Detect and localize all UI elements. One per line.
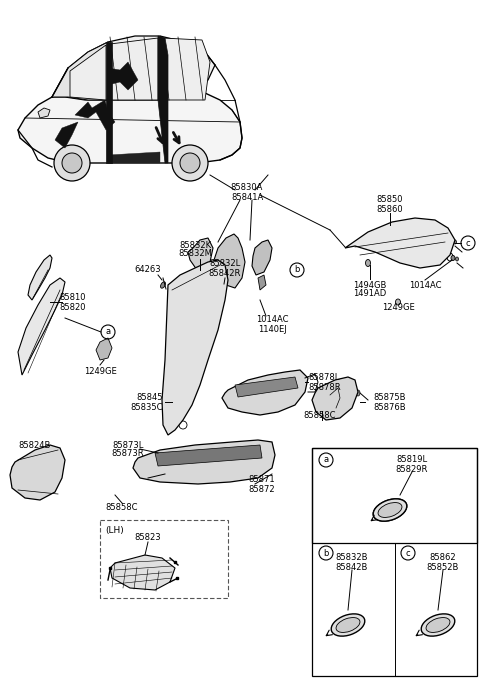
Ellipse shape (421, 614, 455, 636)
Ellipse shape (160, 282, 166, 288)
Polygon shape (110, 38, 158, 100)
Polygon shape (52, 36, 215, 100)
Text: 85842R: 85842R (209, 269, 241, 278)
Polygon shape (110, 555, 175, 590)
Text: a: a (106, 327, 110, 336)
Text: 85860: 85860 (377, 205, 403, 213)
Polygon shape (155, 445, 262, 466)
Ellipse shape (373, 499, 407, 521)
Text: 85832L: 85832L (209, 259, 240, 269)
Polygon shape (108, 152, 160, 163)
Circle shape (180, 153, 200, 173)
Text: 64263: 64263 (135, 265, 161, 274)
Text: 85878R: 85878R (308, 383, 341, 391)
Text: 85842B: 85842B (336, 563, 368, 572)
Text: 85835C: 85835C (131, 402, 163, 411)
Text: 85841A: 85841A (231, 192, 263, 201)
Text: 85858C: 85858C (304, 411, 336, 419)
Polygon shape (258, 275, 266, 290)
Polygon shape (162, 38, 210, 100)
Text: 85850: 85850 (377, 196, 403, 205)
Text: 1140EJ: 1140EJ (258, 325, 287, 333)
Polygon shape (52, 42, 108, 100)
Text: 1014AC: 1014AC (409, 280, 441, 289)
Ellipse shape (454, 240, 456, 244)
Text: 85862: 85862 (430, 554, 456, 563)
Ellipse shape (456, 257, 458, 261)
Ellipse shape (365, 259, 371, 267)
Circle shape (54, 145, 90, 181)
Polygon shape (75, 100, 115, 130)
Polygon shape (312, 377, 358, 420)
Polygon shape (70, 45, 106, 100)
Ellipse shape (378, 503, 402, 518)
Bar (312, 448, 477, 543)
Polygon shape (96, 338, 112, 360)
Circle shape (62, 153, 82, 173)
Text: 85873R: 85873R (112, 449, 144, 458)
Polygon shape (18, 278, 65, 375)
Polygon shape (28, 255, 52, 300)
Text: 85872: 85872 (249, 484, 276, 494)
Text: c: c (466, 239, 470, 248)
Polygon shape (235, 377, 298, 397)
Text: 85852B: 85852B (427, 563, 459, 572)
Text: 85878L: 85878L (308, 374, 339, 383)
Polygon shape (10, 445, 65, 500)
Polygon shape (106, 42, 112, 163)
Ellipse shape (447, 253, 453, 261)
Text: 1249GE: 1249GE (84, 368, 116, 376)
Text: 85845: 85845 (136, 394, 163, 402)
Text: b: b (294, 265, 300, 274)
Text: 85832K: 85832K (179, 241, 211, 250)
Polygon shape (168, 287, 177, 302)
Text: 1494GB: 1494GB (353, 280, 387, 289)
Ellipse shape (447, 236, 453, 244)
Text: 85873L: 85873L (112, 441, 144, 449)
Polygon shape (162, 260, 228, 435)
Polygon shape (55, 122, 78, 148)
Polygon shape (214, 234, 245, 288)
Text: a: a (324, 456, 329, 464)
Text: 85832B: 85832B (336, 554, 368, 563)
Polygon shape (158, 36, 168, 163)
Polygon shape (38, 108, 50, 118)
Text: 85823: 85823 (135, 533, 161, 542)
Ellipse shape (331, 614, 365, 636)
Ellipse shape (336, 617, 360, 632)
Ellipse shape (166, 471, 170, 477)
Text: 85810: 85810 (60, 293, 86, 303)
Text: 1014AC: 1014AC (256, 316, 288, 325)
Text: 85819L: 85819L (396, 456, 428, 464)
Text: 85871: 85871 (249, 475, 276, 484)
Polygon shape (18, 85, 242, 163)
Polygon shape (345, 218, 455, 268)
Text: 85832M: 85832M (178, 250, 212, 258)
Text: c: c (406, 548, 410, 557)
Ellipse shape (451, 256, 455, 261)
Text: 85830A: 85830A (231, 183, 263, 192)
Polygon shape (252, 240, 272, 275)
Text: (LH): (LH) (106, 526, 124, 535)
Polygon shape (133, 440, 275, 484)
Text: 85824B: 85824B (19, 441, 51, 449)
Bar (312, 448, 477, 676)
Text: 85875B: 85875B (374, 394, 406, 402)
Text: b: b (324, 548, 329, 557)
Text: 85820: 85820 (60, 303, 86, 312)
Ellipse shape (426, 617, 450, 632)
Text: 85876B: 85876B (374, 402, 406, 411)
Text: 1249GE: 1249GE (382, 303, 414, 312)
Bar (100, 520, 228, 598)
Ellipse shape (356, 390, 360, 396)
Ellipse shape (396, 299, 400, 305)
Polygon shape (222, 370, 308, 415)
Text: 85858C: 85858C (106, 503, 138, 512)
Polygon shape (188, 238, 213, 272)
Text: 85829R: 85829R (396, 464, 428, 473)
Text: 1491AD: 1491AD (353, 289, 386, 299)
Circle shape (172, 145, 208, 181)
Polygon shape (108, 62, 138, 90)
